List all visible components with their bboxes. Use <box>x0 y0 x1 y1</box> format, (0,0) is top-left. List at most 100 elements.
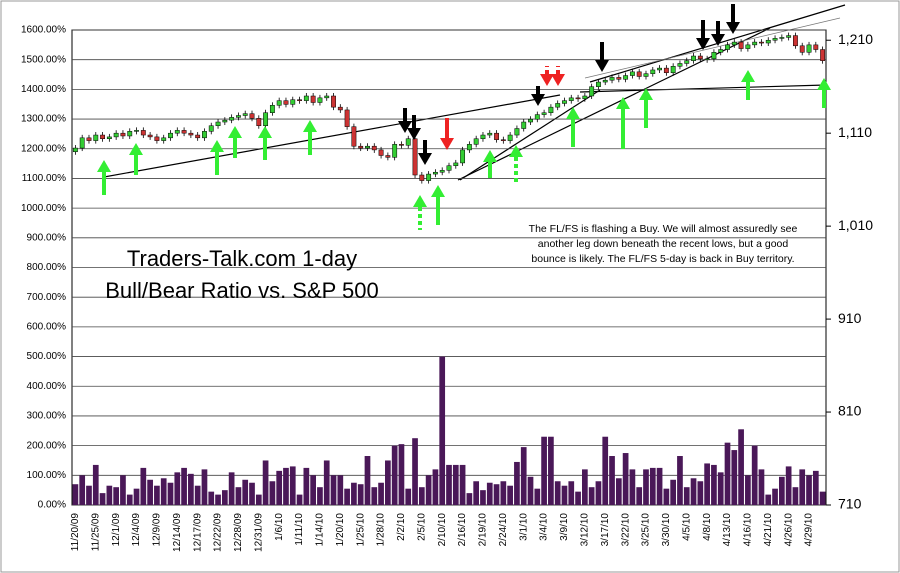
candle-body <box>256 118 262 126</box>
annotation-arrow <box>407 115 421 140</box>
x-tick-label: 12/9/09 <box>152 513 163 547</box>
y2-tick-label: 1,010 <box>838 217 873 233</box>
x-tick-label: 11/20/09 <box>70 513 81 552</box>
bar <box>704 463 710 505</box>
trendline <box>584 17 841 79</box>
x-tick-label: 4/5/10 <box>681 513 692 541</box>
candle-body <box>534 114 540 120</box>
candle-body <box>725 44 730 50</box>
arrow-head <box>258 126 272 138</box>
candle-body <box>623 75 629 80</box>
bar <box>568 481 575 505</box>
candle-body <box>181 130 187 134</box>
bar <box>588 487 595 505</box>
bar <box>330 475 337 505</box>
candle-body <box>446 165 452 171</box>
bar <box>249 482 255 505</box>
candle-body <box>249 113 255 119</box>
arrow-head <box>398 121 412 133</box>
candle-body <box>385 155 391 158</box>
candle-body <box>120 132 126 137</box>
bar <box>317 487 323 505</box>
candle-body <box>589 86 595 97</box>
y-tick-label: 100.00% <box>27 470 67 481</box>
arrow-head <box>303 120 317 132</box>
bar <box>188 473 194 505</box>
candle-body <box>371 145 377 151</box>
trendline <box>459 89 601 181</box>
y-tick-label: 1200.00% <box>21 143 66 154</box>
y2-tick-label: 910 <box>838 310 862 326</box>
x-tick-label: 12/4/09 <box>131 513 142 547</box>
annotation-arrow <box>711 21 725 46</box>
bar <box>493 484 500 505</box>
bar <box>432 469 439 505</box>
candle-body <box>602 79 608 83</box>
bar <box>751 445 758 505</box>
x-tick-label: 1/14/10 <box>315 513 326 547</box>
candle-body <box>548 106 554 113</box>
bar <box>520 447 527 505</box>
candle-body <box>283 100 289 105</box>
candle-body <box>399 144 404 146</box>
candle-body <box>473 138 479 145</box>
candle-body <box>208 125 214 132</box>
bar <box>446 464 452 505</box>
bar <box>473 481 480 505</box>
annotation: The FL/FS is flashing a Buy. We will alm… <box>528 223 798 265</box>
bar <box>418 487 425 505</box>
bar <box>215 494 221 505</box>
bar <box>296 494 303 505</box>
bar <box>459 464 466 505</box>
candle-body <box>290 99 296 105</box>
candle-body <box>242 113 248 116</box>
bar <box>486 482 493 505</box>
candle-body <box>765 39 771 44</box>
candle-body <box>616 77 622 80</box>
candle-body <box>168 132 173 139</box>
candle-body <box>466 144 472 151</box>
x-tick-label: 1/28/10 <box>376 513 387 547</box>
bar <box>548 436 554 505</box>
y2-tick-label: 810 <box>838 403 862 419</box>
bar <box>120 475 126 505</box>
x-tick-label: 1/11/10 <box>294 513 305 546</box>
bar <box>106 485 113 505</box>
bar <box>235 487 242 505</box>
candle-body <box>344 109 350 127</box>
arrow-head <box>483 150 497 162</box>
bar <box>72 484 79 505</box>
y-tick-label: 900.00% <box>27 232 67 243</box>
candle-body <box>351 126 357 147</box>
candle-body <box>738 41 744 49</box>
bar <box>337 475 344 505</box>
arrow-head <box>696 38 710 50</box>
x-tick-label: 3/12/10 <box>579 513 590 547</box>
y2-tick-label: 1,110 <box>838 124 872 140</box>
bar <box>398 444 405 505</box>
bar <box>371 487 378 505</box>
y-tick-label: 1000.00% <box>21 203 66 214</box>
arrow-head <box>228 126 242 138</box>
arrow-head <box>566 107 580 119</box>
y-tick-label: 1100.00% <box>22 173 66 184</box>
candle-body <box>331 95 336 108</box>
bar <box>609 456 615 505</box>
candle-body <box>222 119 228 123</box>
annotation-arrow <box>566 107 580 147</box>
candle-body <box>72 147 78 153</box>
arrow-head <box>726 22 740 34</box>
candle-body <box>691 55 696 61</box>
bar <box>140 467 147 505</box>
bar <box>154 485 160 505</box>
x-tick-label: 3/22/10 <box>620 513 631 547</box>
x-tick-label: 4/16/10 <box>743 513 754 547</box>
bar <box>221 490 228 505</box>
x-tick-label: 12/14/09 <box>172 513 183 552</box>
candle-body <box>609 77 615 81</box>
bar <box>289 466 296 505</box>
candle-body <box>147 134 153 138</box>
bar <box>92 464 99 505</box>
bar <box>819 491 826 505</box>
y-tick-label: 1300.00% <box>21 114 66 125</box>
